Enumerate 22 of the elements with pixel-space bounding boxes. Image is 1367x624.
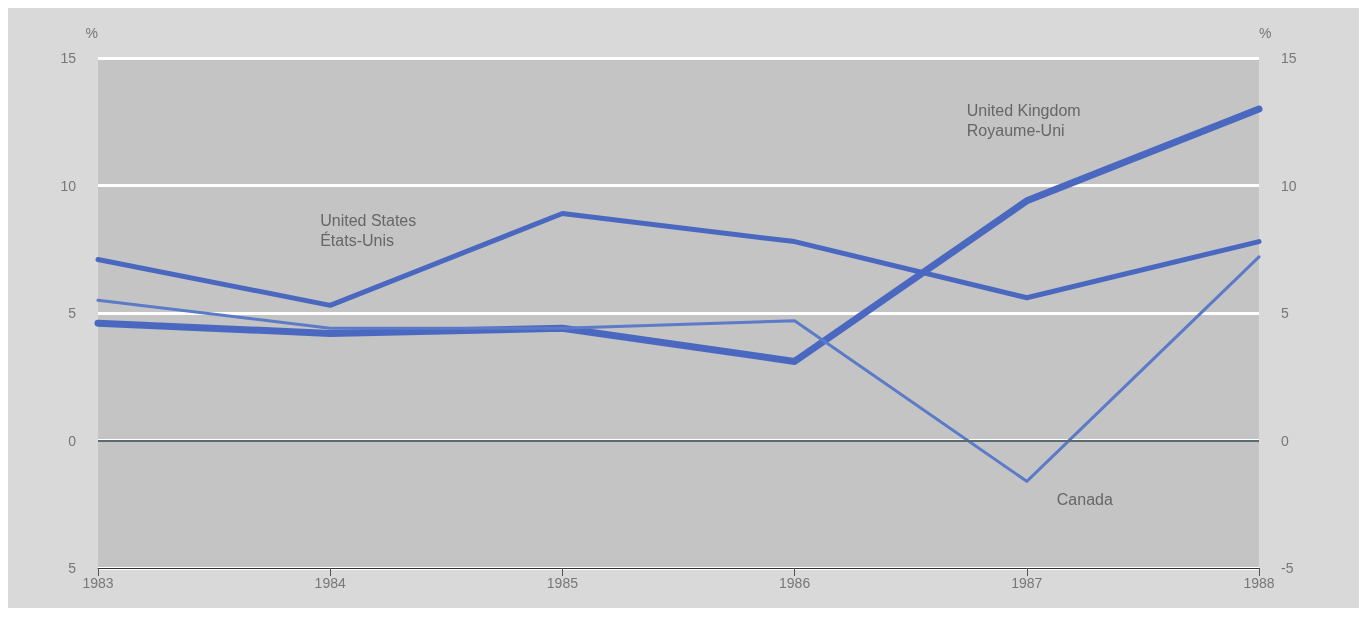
y2-tick-label: 5	[1281, 305, 1289, 321]
y-tick-label: 10	[60, 177, 77, 194]
x-tick-label: 1988	[1243, 575, 1275, 591]
y-tick-label: 15	[60, 50, 77, 66]
y2-tick-label: -5	[1281, 560, 1294, 576]
y-tick-label: 5	[68, 560, 77, 576]
series-label: United States États-Unis	[320, 211, 417, 249]
y-axis-title: %	[85, 25, 98, 41]
x-tick-label: 1986	[779, 575, 811, 591]
y-tick-label: 5	[68, 305, 77, 321]
text: United Kingdom Royaume-Uni	[966, 102, 1081, 140]
line-series	[96, 255, 1261, 483]
y-tick-label: 0	[68, 432, 77, 449]
x-tick-label: 1985	[546, 575, 579, 591]
y2-tick-label: 15	[1281, 50, 1297, 66]
x-tick-label: 1984	[314, 575, 346, 591]
x-tick-label: 1987	[1011, 575, 1043, 591]
y2-axis-title: %	[1259, 25, 1272, 41]
series-label: Canada	[1056, 490, 1113, 508]
x-tick-label: 1983	[82, 575, 114, 591]
y2-tick-label: 0	[1281, 432, 1289, 449]
y2-tick-label: 10	[1281, 177, 1297, 194]
